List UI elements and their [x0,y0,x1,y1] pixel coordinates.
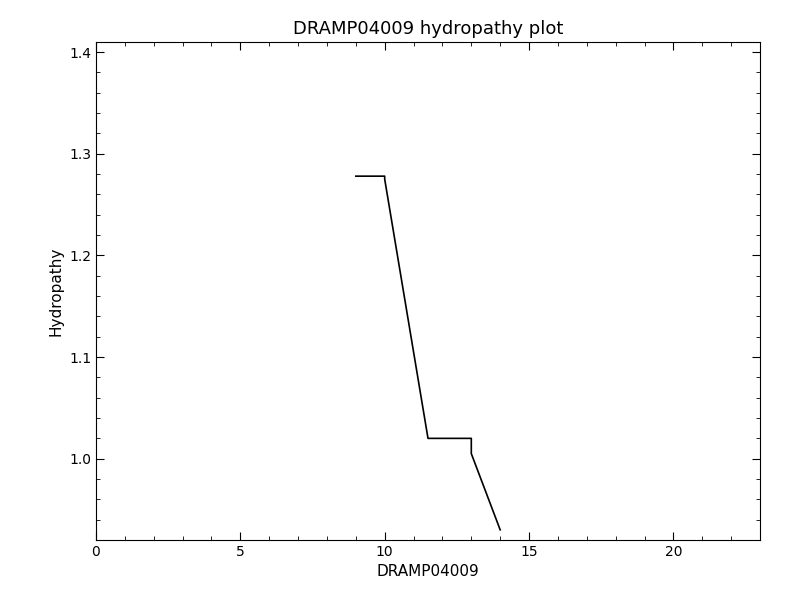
X-axis label: DRAMP04009: DRAMP04009 [377,565,479,580]
Y-axis label: Hydropathy: Hydropathy [49,247,63,335]
Title: DRAMP04009 hydropathy plot: DRAMP04009 hydropathy plot [293,20,563,38]
